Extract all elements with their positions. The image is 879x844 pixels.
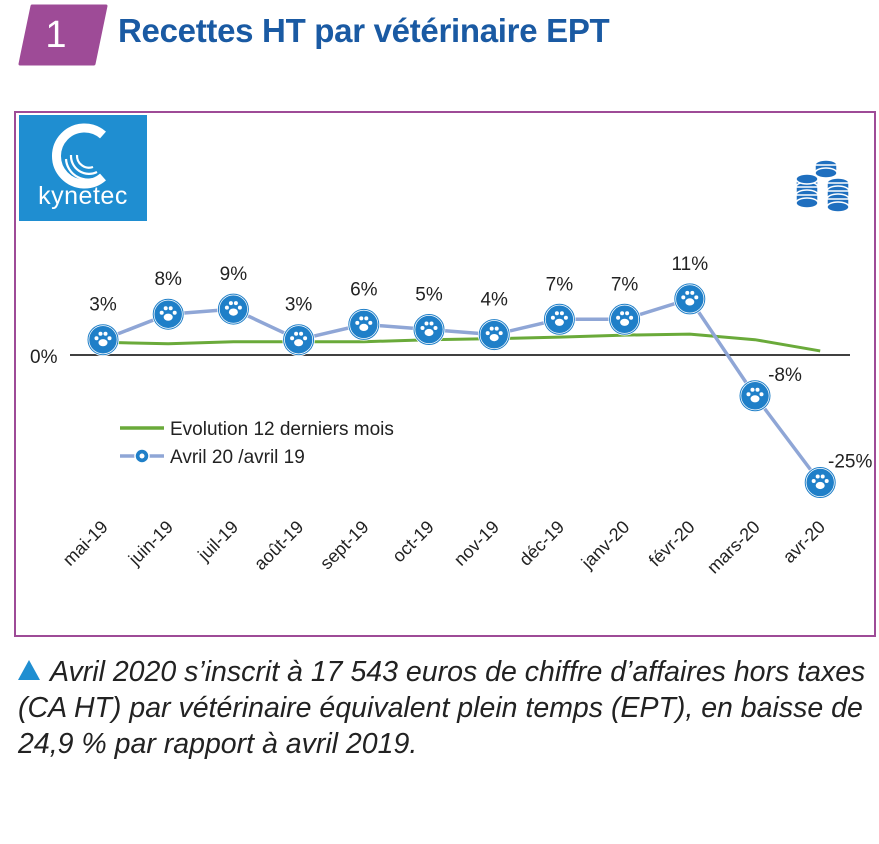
- paw-icon: [543, 303, 576, 336]
- paw-icon: [217, 292, 250, 326]
- data-label: 9%: [220, 264, 248, 285]
- chart-legend: Evolution 12 derniers mois Avril 20 /avr…: [120, 419, 394, 468]
- x-tick-label: avr-20: [779, 517, 829, 567]
- x-tick-label: sept-19: [316, 517, 373, 574]
- paw-icon: [803, 466, 837, 499]
- data-label: 7%: [611, 274, 639, 295]
- legend-label-avril: Avril 20 /avril 19: [170, 447, 305, 468]
- kynetec-logo: kynetec: [19, 115, 147, 221]
- x-tick-label: mars-20: [703, 517, 764, 578]
- paw-icon: [412, 313, 446, 346]
- paw-icon: [151, 297, 185, 331]
- paw-icon: [738, 379, 772, 413]
- x-tick-label: nov-19: [450, 517, 503, 570]
- x-tick-label: janv-20: [577, 517, 634, 574]
- caption-triangle-icon: [18, 660, 40, 680]
- line-chart: 0% 3%8% 9%3%6% 5% 4%7% 7%11%-8%-25% mai-19 ju…: [30, 254, 872, 578]
- section-number: 1: [45, 13, 67, 56]
- paw-icon: [347, 308, 381, 341]
- kynetec-c-logo-icon: [51, 123, 106, 189]
- zero-axis-label: 0%: [30, 347, 58, 368]
- data-label: 5%: [415, 285, 443, 306]
- x-tick-label: oct-19: [388, 517, 438, 567]
- figure-caption: Avril 2020 s’inscrit à 17 543 euros de c…: [18, 654, 868, 762]
- data-label: 8%: [154, 269, 182, 290]
- data-label: -25%: [828, 452, 872, 473]
- data-label: 6%: [350, 279, 378, 300]
- series-line-evolution: [102, 332, 821, 353]
- data-label: 7%: [546, 274, 574, 295]
- logo-text: kynetec: [38, 182, 128, 210]
- data-label: 3%: [89, 295, 117, 316]
- paw-icon: [673, 282, 707, 316]
- x-tick-label: déc-19: [515, 517, 568, 570]
- x-tick-label: juil-19: [193, 517, 242, 566]
- data-label: 11%: [671, 254, 708, 275]
- x-tick-label: août-19: [250, 517, 307, 574]
- caption-text: Avril 2020 s’inscrit à 17 543 euros de c…: [18, 656, 866, 760]
- paw-icon: [86, 323, 120, 356]
- x-tick-label: mai-19: [59, 517, 112, 570]
- legend-marker-dot: [139, 453, 145, 459]
- chart-frame: [14, 111, 876, 637]
- coins-stack-icon: [795, 159, 850, 213]
- paw-icon: [477, 318, 511, 351]
- paw-icon: [282, 323, 315, 356]
- paw-icon: [608, 303, 641, 336]
- legend-label-evolution: Evolution 12 derniers mois: [170, 419, 394, 440]
- data-label: 4%: [480, 290, 508, 311]
- figure-title: Recettes HT par vétérinaire EPT: [118, 12, 610, 49]
- x-tick-label: juin-19: [124, 517, 177, 570]
- data-label: -8%: [768, 365, 802, 386]
- data-label: 3%: [285, 295, 313, 316]
- x-tick-label: févr-20: [645, 517, 699, 571]
- section-number-badge: [18, 4, 108, 66]
